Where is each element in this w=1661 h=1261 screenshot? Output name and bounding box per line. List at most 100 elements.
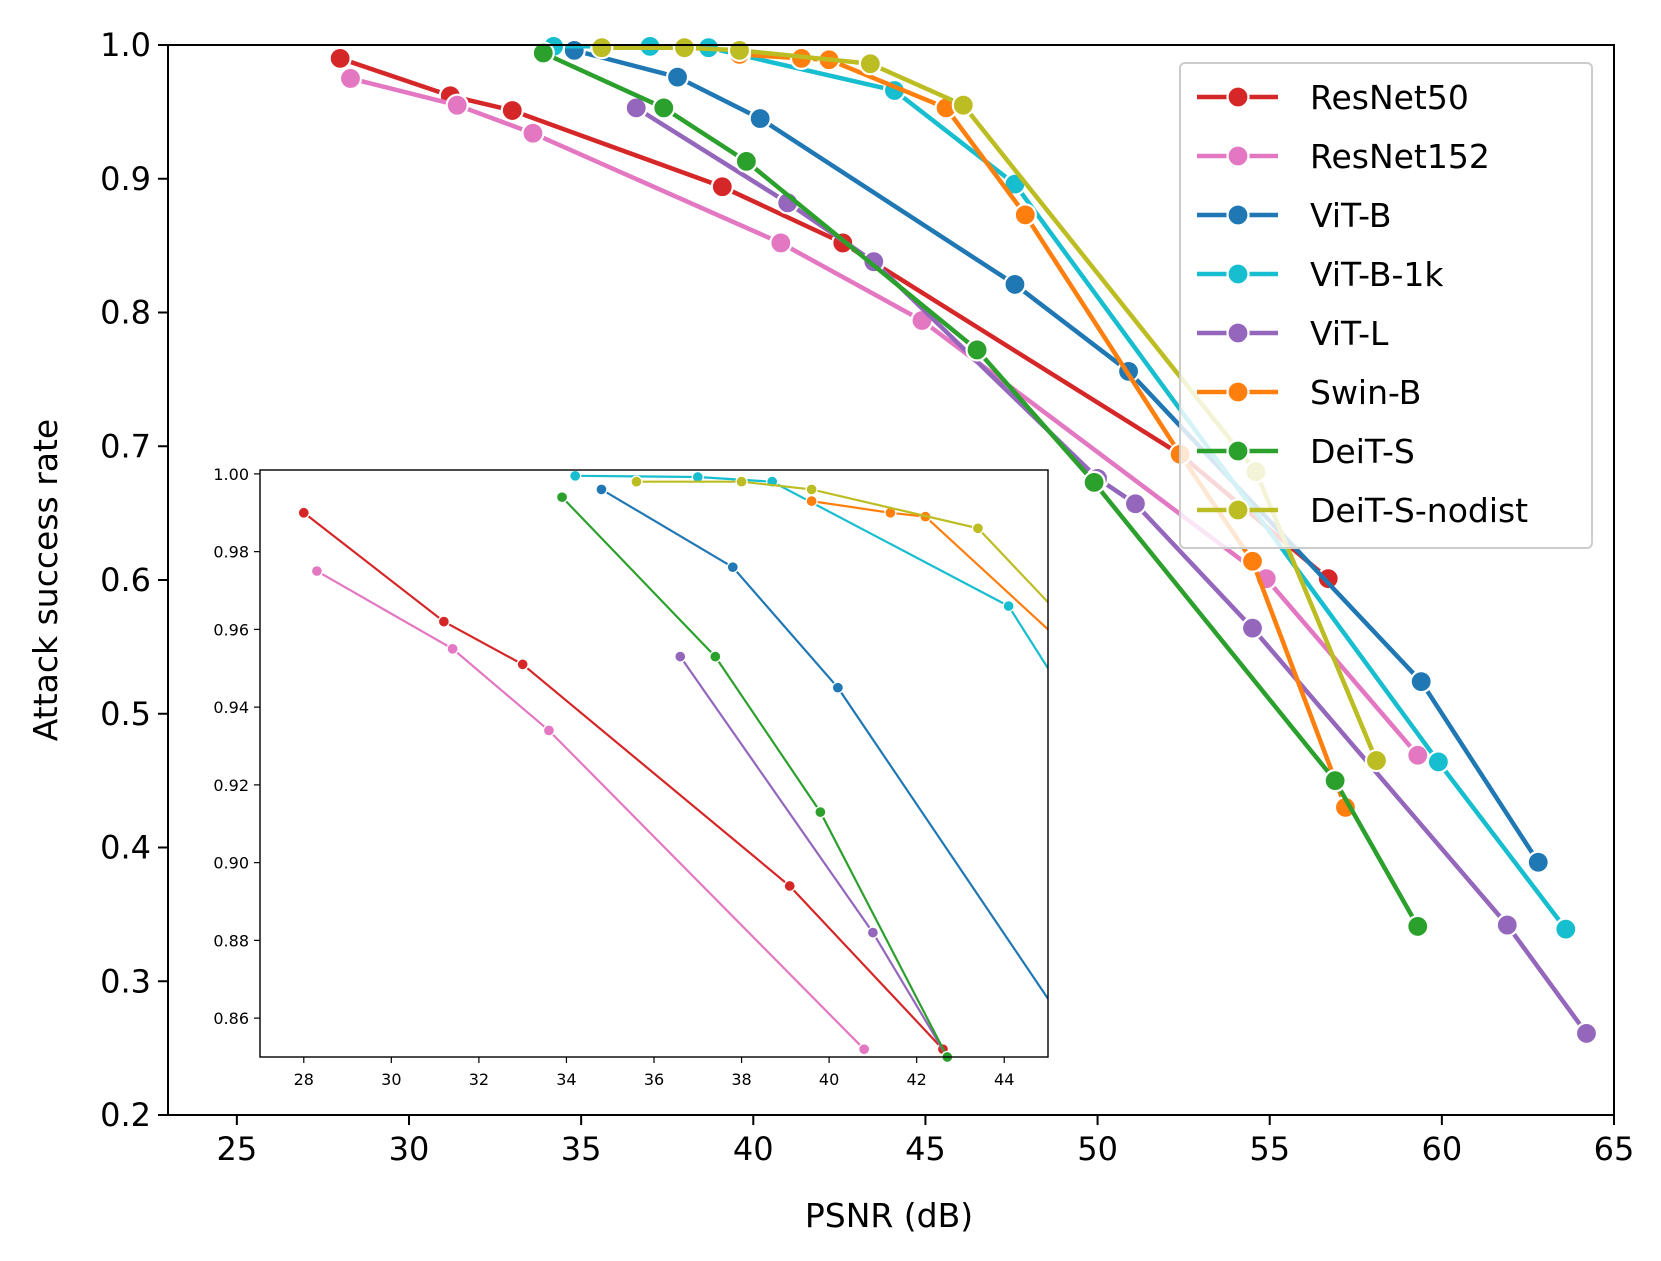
legend-item-deit-s-nodist: DeiT-S-nodist — [1197, 491, 1528, 530]
data-point-resnet152 — [338, 66, 363, 91]
legend-label: ResNet152 — [1310, 137, 1490, 176]
y-tick-label: 0.2 — [100, 1096, 151, 1134]
inset-x-tick-label: 34 — [556, 1070, 576, 1089]
inset-data-point-vit-b — [726, 561, 739, 574]
x-tick-label: 40 — [733, 1130, 774, 1168]
data-point-vit-l — [1495, 913, 1519, 937]
legend-label: Swin-B — [1310, 373, 1421, 412]
inset-x-tick-label: 30 — [381, 1070, 401, 1089]
inset-series-line-resnet152 — [316, 570, 865, 1050]
legend-marker — [1226, 203, 1250, 227]
data-point-resnet152 — [521, 121, 545, 145]
legend-marker — [1226, 439, 1250, 463]
inset-series-group — [297, 469, 1048, 1063]
inset-y-tick-label: 0.96 — [213, 620, 249, 639]
x-tick-label: 35 — [561, 1130, 602, 1168]
legend-label: DeiT-S-nodist — [1310, 491, 1528, 530]
inset-data-point-deit-s — [555, 491, 569, 504]
legend-marker — [1226, 262, 1250, 286]
y-tick-label: 0.8 — [100, 294, 151, 332]
inset-data-point-resnet50 — [783, 879, 796, 893]
inset-x-tick-label: 38 — [731, 1070, 751, 1089]
y-tick-label: 0.7 — [100, 427, 151, 465]
series-deit-s — [531, 41, 1430, 939]
inset-data-point-resnet50 — [297, 506, 310, 519]
legend-marker — [1226, 85, 1250, 109]
legend-item-resnet50: ResNet50 — [1197, 78, 1469, 117]
data-point-vit-b — [1526, 850, 1550, 874]
inset-data-point-vit-l — [674, 650, 687, 663]
legend: ResNet50 ResNet152 ViT-B ViT-B-1k ViT-L Swin-… — [1179, 62, 1593, 549]
inset-data-point-vit-b-1k — [569, 469, 582, 482]
data-point-resnet50 — [500, 98, 524, 123]
data-point-vit-l — [1240, 616, 1265, 640]
data-point-vit-b — [1003, 272, 1027, 297]
inset-data-point-resnet152 — [857, 1043, 871, 1056]
inset-series-deit-s — [555, 491, 954, 1063]
data-point-deit-s — [1406, 914, 1430, 939]
data-point-deit-s-nodist — [727, 38, 752, 62]
legend-label: ViT-B-1k — [1310, 255, 1444, 294]
x-tick-label: 25 — [216, 1130, 257, 1168]
x-tick-label: 45 — [905, 1130, 946, 1168]
inset-background — [260, 470, 1048, 1057]
series-resnet152 — [338, 66, 1430, 767]
data-point-deit-s-nodist — [672, 36, 697, 60]
x-tick-label: 50 — [1077, 1130, 1118, 1168]
inset-data-point-vit-b-1k — [1002, 599, 1015, 613]
inset-y-tick-label: 0.86 — [213, 1009, 249, 1028]
data-point-resnet50 — [1316, 567, 1340, 591]
inset-data-point-resnet152 — [542, 724, 556, 737]
inset-series-line-vit-b — [600, 488, 1048, 1000]
data-point-vit-b — [1409, 670, 1433, 694]
inset-data-point-deit-s-nodist — [630, 475, 643, 488]
inset-data-point-resnet50 — [516, 658, 529, 671]
legend-marker — [1226, 144, 1250, 168]
legend-box — [1179, 62, 1593, 549]
data-point-swin-b — [1240, 549, 1265, 573]
data-point-deit-s-nodist — [951, 93, 975, 117]
data-point-swin-b — [1013, 203, 1037, 227]
inset-series-vit-b-1k — [569, 469, 1048, 669]
legend-marker — [1226, 321, 1250, 345]
legend-item-deit-s: DeiT-S — [1197, 432, 1415, 471]
x-axis-label: PSNR (dB) — [805, 1196, 973, 1235]
data-point-vit-b-1k — [1554, 917, 1578, 941]
data-point-vit-b-1k — [1426, 750, 1451, 774]
inset-y-tick-label: 0.88 — [213, 931, 249, 950]
inset-data-point-resnet152 — [310, 564, 324, 578]
inset-y-tick-label: 0.98 — [213, 543, 249, 562]
inset-y-tick-label: 0.90 — [213, 854, 249, 873]
legend-item-swin-b: Swin-B — [1197, 373, 1421, 412]
x-tick-label: 30 — [389, 1130, 430, 1168]
data-point-deit-s — [652, 96, 676, 120]
data-point-deit-s — [1323, 769, 1347, 793]
data-point-deit-s-nodist — [590, 36, 614, 60]
inset-data-point-vit-l — [866, 926, 880, 939]
data-point-deit-s-nodist — [858, 52, 882, 76]
inset-data-point-deit-s-nodist — [971, 522, 985, 535]
data-point-deit-s — [531, 41, 555, 65]
data-point-resnet152 — [1406, 743, 1430, 767]
inset-x-tick-label: 28 — [294, 1070, 314, 1089]
inset-data-point-resnet50 — [437, 615, 451, 628]
legend-item-vit-b-1k: ViT-B-1k — [1197, 255, 1444, 294]
data-point-deit-s — [1082, 470, 1106, 494]
data-point-deit-s — [965, 338, 989, 362]
y-axis-label: Attack success rate — [26, 419, 65, 741]
inset-x-tick-label: 36 — [644, 1070, 664, 1089]
inset-series-line-deit-s — [561, 496, 949, 1058]
data-point-resnet152 — [769, 231, 793, 255]
inset-y-tick-label: 1.00 — [213, 465, 249, 484]
data-point-vit-b — [748, 106, 772, 131]
inset-data-point-resnet152 — [446, 642, 459, 655]
inset-data-point-vit-b — [831, 681, 845, 694]
data-point-vit-l — [1574, 1021, 1599, 1046]
inset-series-line-swin-b — [811, 500, 1048, 631]
y-tick-label: 0.6 — [100, 561, 151, 599]
inset-data-point-deit-s — [814, 805, 827, 819]
data-point-vit-b — [665, 65, 690, 89]
inset-data-point-deit-s — [709, 650, 722, 663]
inset-y-tick-label: 0.92 — [213, 776, 249, 795]
